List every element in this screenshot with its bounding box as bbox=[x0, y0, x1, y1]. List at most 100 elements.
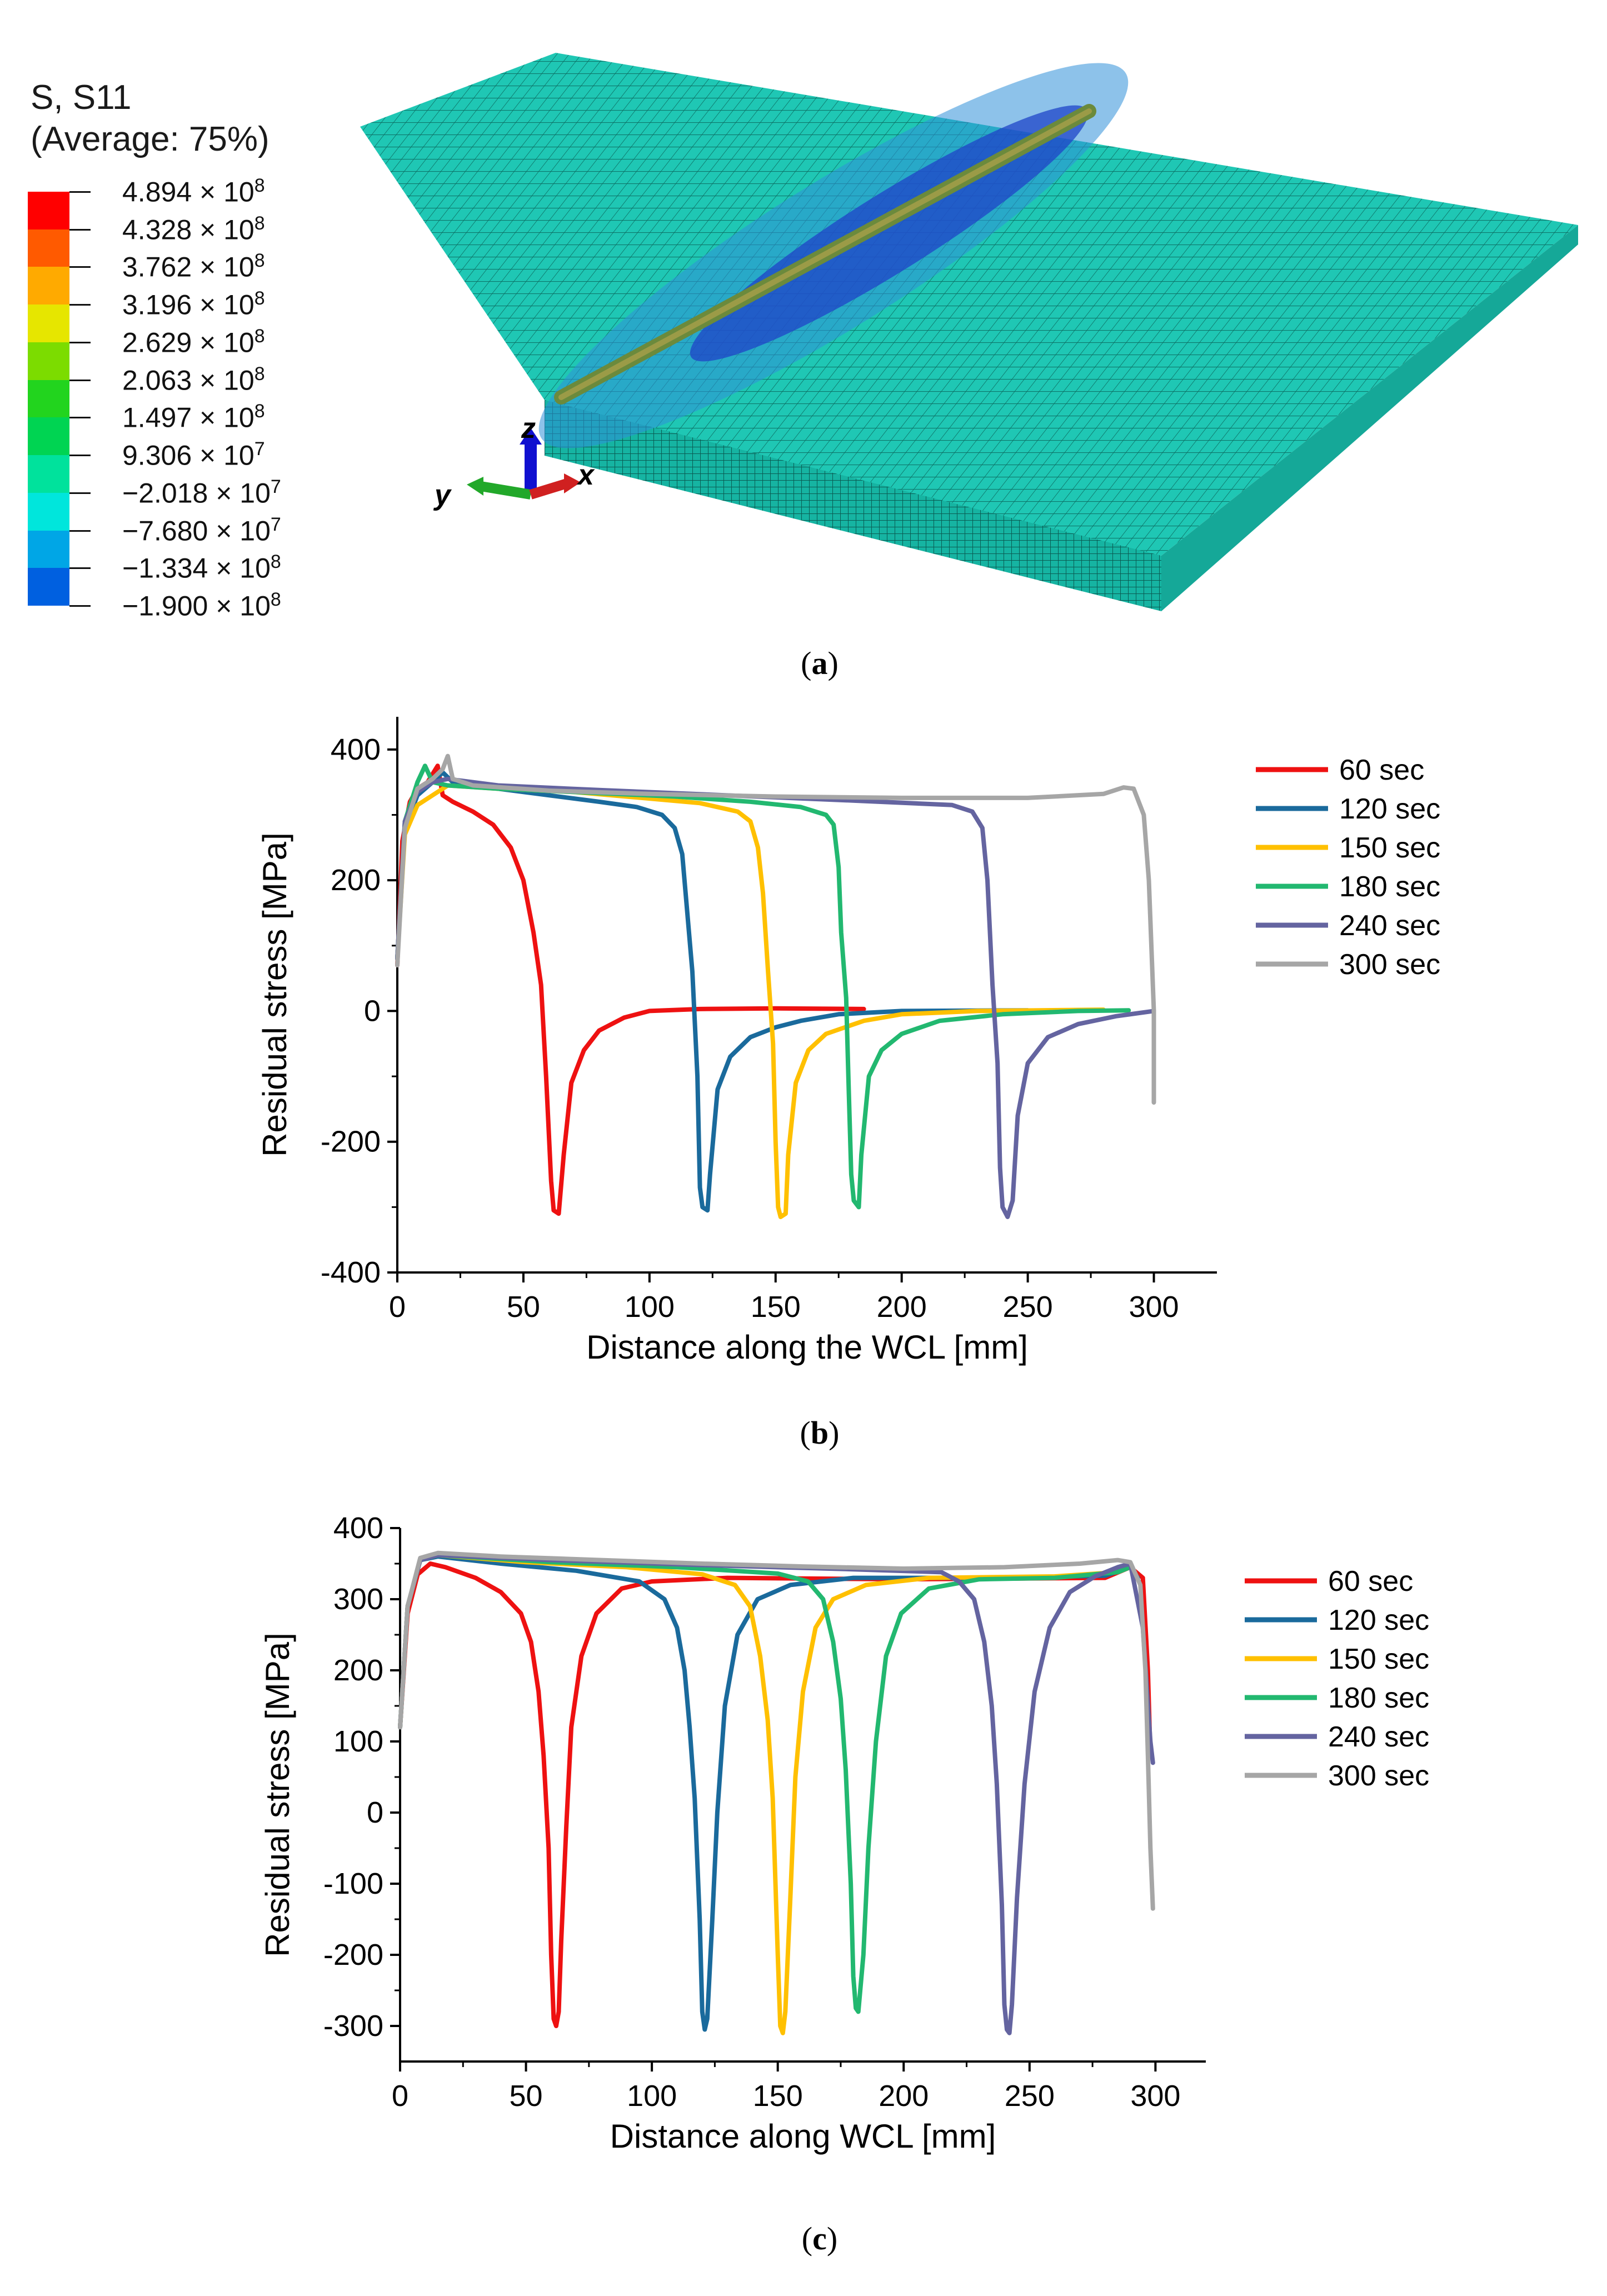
caption-b: (b) bbox=[800, 1415, 840, 1451]
weld-line-core bbox=[558, 108, 1092, 400]
series-line bbox=[395, 776, 1156, 1219]
colorbar-segment bbox=[28, 267, 69, 305]
x-tick-label: 300 bbox=[1129, 1290, 1179, 1324]
x-tick-label: 300 bbox=[1130, 2079, 1180, 2113]
y-tick-label: 300 bbox=[333, 1583, 383, 1616]
colorbar-label: 4.328 × 108 bbox=[122, 212, 265, 246]
colorbar-tick bbox=[69, 379, 91, 381]
x-tick-label: 0 bbox=[389, 1290, 406, 1324]
x-tick-label: 50 bbox=[510, 2079, 543, 2113]
x-tick-label: 250 bbox=[1005, 2079, 1055, 2113]
y-axis-label: Residual stress [MPa] bbox=[256, 832, 293, 1157]
legend-label: 150 sec bbox=[1339, 832, 1440, 864]
legend-label: 300 sec bbox=[1328, 1760, 1429, 1792]
x-axis-label: Distance along the WCL [mm] bbox=[586, 1329, 1028, 1366]
series-line bbox=[395, 753, 1156, 1105]
colorbar bbox=[28, 192, 100, 606]
colorbar-label: −1.900 × 108 bbox=[122, 589, 281, 622]
colorbar-label: 3.762 × 108 bbox=[122, 250, 265, 283]
series-line bbox=[398, 1550, 1155, 1911]
colorbar-segment bbox=[28, 492, 69, 531]
y-tick-label: -400 bbox=[321, 1256, 381, 1289]
colorbar-tick bbox=[69, 266, 91, 268]
colorbar-segment bbox=[28, 530, 69, 568]
legend-label: 180 sec bbox=[1328, 1682, 1429, 1714]
colorbar-tick bbox=[69, 567, 91, 570]
legend-label: 240 sec bbox=[1339, 910, 1440, 942]
colorbar-tick bbox=[69, 492, 91, 494]
axis-triad bbox=[467, 428, 581, 500]
legend-title-line2: (Average: 75%) bbox=[31, 120, 270, 158]
y-tick-label: 100 bbox=[333, 1725, 383, 1758]
colorbar-segment bbox=[28, 305, 69, 342]
colorbar-segment bbox=[28, 229, 69, 267]
y-tick-label: -200 bbox=[323, 1938, 383, 1971]
colorbar-tick bbox=[69, 304, 91, 306]
legend-label: 60 sec bbox=[1339, 754, 1424, 786]
x-tick-label: 150 bbox=[751, 1290, 801, 1324]
series-line bbox=[395, 763, 866, 1216]
y-tick-label: 200 bbox=[333, 1654, 383, 1687]
chart-b: 0 50 100 150 200 250 300 -400 -200 0 200 400 Distanc… bbox=[256, 717, 1440, 1366]
colorbar-segment bbox=[28, 417, 69, 456]
plate-top-surface bbox=[360, 53, 1578, 556]
colorbar-segment bbox=[28, 380, 69, 418]
colorbar-segment bbox=[28, 455, 69, 493]
colorbar-segment bbox=[28, 192, 69, 229]
x-tick-label: 150 bbox=[753, 2079, 803, 2113]
colorbar-tick bbox=[69, 530, 91, 532]
legend-label: 240 sec bbox=[1328, 1721, 1429, 1753]
plate-side-front bbox=[545, 400, 1161, 611]
x-axis-label: Distance along WCL [mm] bbox=[610, 2118, 996, 2155]
legend-label: 180 sec bbox=[1339, 871, 1440, 903]
y-tick-label: 200 bbox=[331, 864, 381, 897]
x-tick-label: 0 bbox=[392, 2079, 408, 2113]
caption-c: (c) bbox=[801, 2220, 838, 2257]
series-line bbox=[398, 1553, 1133, 2014]
x-tick-label: 50 bbox=[507, 1290, 540, 1324]
y-axis-label: Residual stress [MPa] bbox=[259, 1633, 296, 1957]
fem-plate-model: z y x bbox=[360, 53, 1578, 611]
y-tick-label: -300 bbox=[323, 2009, 383, 2043]
colorbar-label: −1.334 × 108 bbox=[122, 551, 281, 584]
colorbar-segment bbox=[28, 342, 69, 380]
x-tick-label: 100 bbox=[627, 2079, 677, 2113]
y-tick-label: -200 bbox=[321, 1125, 381, 1159]
axis-label-y: y bbox=[433, 479, 452, 511]
colorbar-label: 3.196 × 108 bbox=[122, 288, 265, 321]
colorbar-tick bbox=[69, 341, 91, 343]
x-tick-label: 100 bbox=[625, 1290, 675, 1324]
caption-a: (a) bbox=[801, 645, 839, 681]
x-tick-label: 200 bbox=[879, 2079, 929, 2113]
axis-label-x: x bbox=[576, 459, 595, 491]
colorbar-label: 2.063 × 108 bbox=[122, 363, 265, 396]
y-tick-label: 0 bbox=[364, 994, 381, 1027]
series-line bbox=[398, 1554, 1140, 2032]
colorbar-label: −7.680 × 107 bbox=[122, 513, 281, 547]
colorbar-label: 2.629 × 108 bbox=[122, 325, 265, 358]
legend-label: 300 sec bbox=[1339, 949, 1440, 981]
colorbar-tick bbox=[69, 417, 91, 419]
series-line bbox=[398, 1553, 1133, 2035]
legend-label: 150 sec bbox=[1328, 1643, 1429, 1675]
y-tick-label: 0 bbox=[367, 1796, 383, 1829]
colorbar-label: 9.306 × 107 bbox=[122, 438, 265, 471]
colorbar-segment bbox=[28, 568, 69, 606]
series-line bbox=[398, 1561, 1153, 2028]
colorbar-label: 4.894 × 108 bbox=[122, 175, 265, 208]
series-line bbox=[395, 770, 1030, 1213]
legend-label: 60 sec bbox=[1328, 1565, 1413, 1598]
plate-side-right bbox=[1161, 225, 1578, 611]
colorbar-tick bbox=[69, 605, 91, 607]
legend-title-line1: S, S11 bbox=[31, 78, 132, 117]
chart-c: 0 50 100 150 200 250 300 -300 -200 -100 0 100 200 300… bbox=[259, 1511, 1429, 2155]
colorbar-label: −2.018 × 107 bbox=[122, 476, 281, 509]
axis-label-z: z bbox=[521, 412, 536, 445]
colorbar-tick bbox=[69, 455, 91, 457]
colorbar-tick bbox=[69, 228, 91, 231]
y-tick-label: -100 bbox=[323, 1867, 383, 1900]
y-tick-label: 400 bbox=[333, 1511, 383, 1545]
colorbar-label: 1.497 × 108 bbox=[122, 401, 265, 434]
legend-label: 120 sec bbox=[1339, 793, 1440, 825]
x-tick-label: 200 bbox=[877, 1290, 927, 1324]
